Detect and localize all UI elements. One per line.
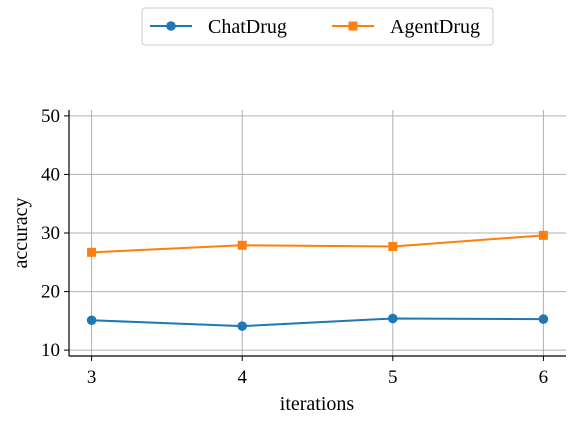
x-axis-label: iterations (280, 393, 355, 415)
legend-label: AgentDrug (390, 16, 480, 38)
legend-entry: AgentDrug (332, 16, 480, 38)
y-axis-label: accuracy (10, 197, 32, 268)
legend-frame (141, 7, 494, 46)
series-line (91, 317, 544, 328)
series-group (86, 230, 549, 331)
data-point (86, 315, 97, 326)
series-agentdrug (87, 230, 548, 257)
x-tick-label: 5 (388, 367, 398, 388)
legend-entry: ChatDrug (150, 16, 287, 38)
data-point (237, 321, 247, 331)
series-line (91, 234, 544, 254)
data-point (538, 314, 549, 324)
x-tick-label: 3 (87, 367, 97, 388)
data-point (237, 240, 247, 250)
series-chatdrug (86, 313, 549, 331)
y-tick-label: 50 (41, 106, 60, 127)
y-tick-label: 30 (41, 223, 60, 244)
data-point (388, 241, 398, 251)
data-point (87, 247, 97, 257)
data-point (538, 230, 548, 240)
legend-label: ChatDrug (208, 16, 287, 38)
legend-marker (348, 21, 358, 31)
axes: 3 4 5 6 10 20 30 40 50 (41, 106, 566, 388)
legend-marker (166, 21, 176, 31)
x-tick-label: 6 (539, 367, 549, 388)
y-tick-label: 40 (41, 164, 60, 185)
x-tick-label: 4 (237, 367, 247, 388)
grid-lines (69, 110, 566, 356)
data-point (388, 313, 398, 324)
legend: ChatDrug AgentDrug (141, 7, 494, 46)
y-tick-label: 20 (41, 282, 60, 303)
y-tick-label: 10 (41, 340, 60, 361)
